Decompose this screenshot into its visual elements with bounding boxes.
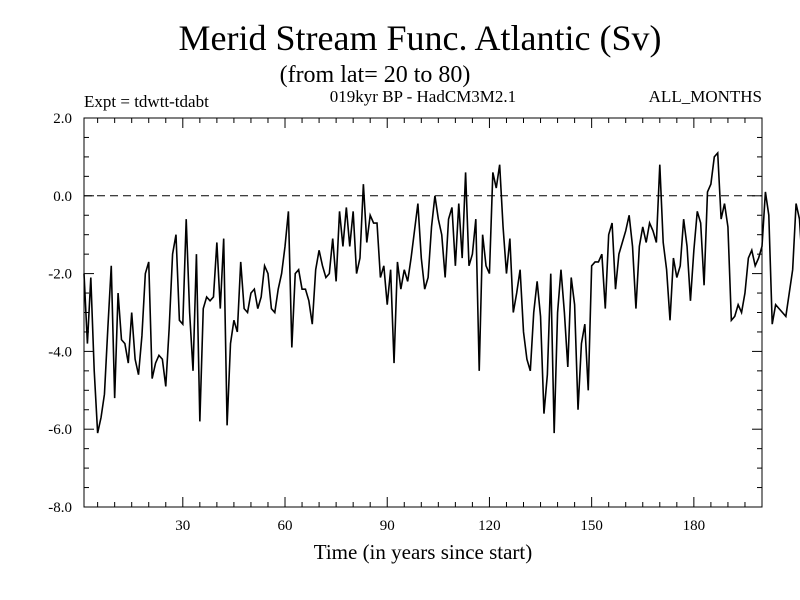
x-tick-label: 120 xyxy=(478,518,501,534)
x-tick-label: 60 xyxy=(278,518,293,534)
series-line xyxy=(83,151,800,434)
y-tick-label: -2.0 xyxy=(48,267,72,283)
y-tick-label: -8.0 xyxy=(48,500,72,516)
y-tick-label: -4.0 xyxy=(48,344,72,360)
series-line-group xyxy=(83,151,800,434)
months-label: ALL_MONTHS xyxy=(649,87,762,106)
y-tick-label: 0.0 xyxy=(53,189,72,205)
chart-subtitle: (from lat= 20 to 80) xyxy=(280,62,471,88)
axes-group: -8.0 -6.0 -4.0 -2.0 0.0 2.0 30 60 90 120 150 180 xyxy=(48,111,762,534)
x-tick-label: 30 xyxy=(175,518,190,534)
x-axis-label: Time (in years since start) xyxy=(314,540,533,564)
y-tick-label: -6.0 xyxy=(48,422,72,438)
experiment-label: Expt = tdwtt-tdabt xyxy=(84,92,209,111)
chart-title: Merid Stream Func. Atlantic (Sv) xyxy=(179,18,662,58)
x-tick-label: 90 xyxy=(380,518,395,534)
x-tick-label: 150 xyxy=(580,518,603,534)
y-tick-label: 2.0 xyxy=(53,111,72,127)
x-tick-label: 180 xyxy=(683,518,706,534)
period-model-label: 019kyr BP - HadCM3M2.1 xyxy=(330,87,516,106)
